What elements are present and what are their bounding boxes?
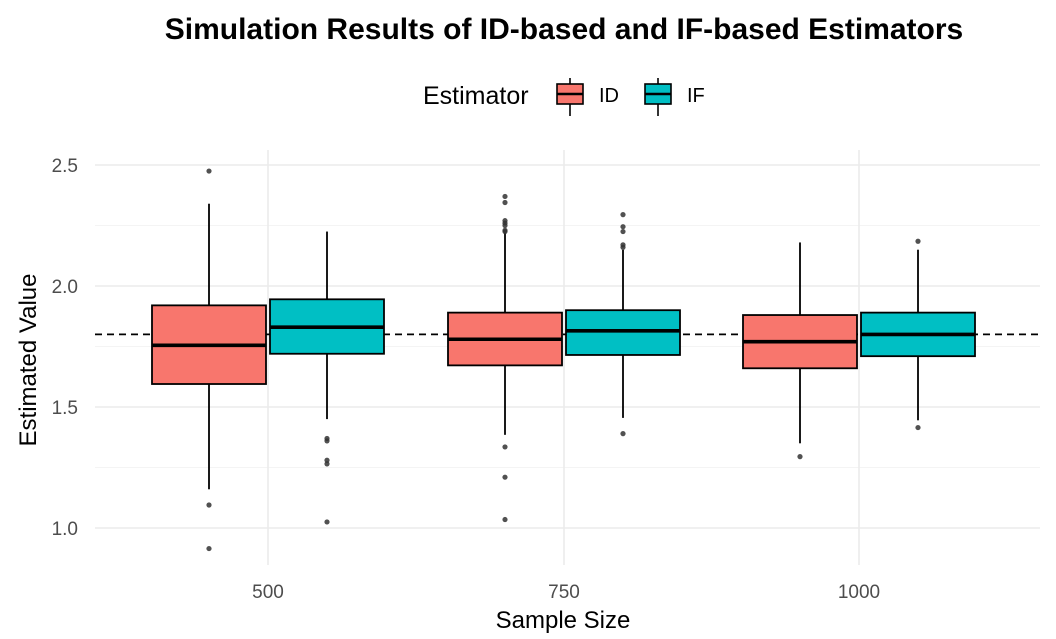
outlier-point [797,454,803,460]
y-axis-title: Estimated Value [15,274,42,447]
chart-title: Simulation Results of ID-based and IF-ba… [165,13,963,46]
legend-title: Estimator [423,82,529,110]
y-tick-label: 2.0 [52,277,78,298]
legend-item-id: ID [556,78,619,116]
x-tick-label: 500 [252,582,284,603]
outlier-point [502,228,508,235]
outlier-point [620,224,626,230]
outlier-point [502,193,508,200]
iqr-box [565,309,681,356]
outlier-point [324,461,330,467]
box-if-500 [269,231,385,525]
box-id-750 [447,193,563,523]
outlier-point [206,168,212,174]
outlier-point [324,519,330,525]
outlier-point [502,516,508,523]
outlier-point [206,545,212,552]
outlier-point [324,438,330,444]
outlier-point [324,457,330,463]
series-id [151,168,858,552]
legend-label: ID [599,85,619,107]
box-if-750 [565,212,681,437]
outlier-point [620,244,626,250]
y-tick-label: 1.0 [52,519,78,540]
outlier-point [915,238,921,244]
outlier-point [915,424,921,431]
outlier-point [502,222,508,229]
box-series [151,168,976,552]
outlier-point [502,199,508,206]
legend-label: IF [687,85,705,107]
y-tick-label: 1.5 [52,398,78,419]
outlier-point [206,502,212,508]
y-axis-ticks: 1.0 1.5 2.0 2.5 [52,156,78,540]
outlier-point [620,431,626,437]
legend-item-if: IF [644,78,705,116]
outlier-point [502,474,508,480]
y-tick-label: 2.5 [52,156,78,177]
legend: Estimator ID IF [423,78,705,116]
x-tick-label: 1000 [838,582,880,603]
x-axis-ticks: 500 750 1000 [252,582,880,603]
series-if [269,212,976,525]
outlier-point [502,444,508,450]
x-tick-label: 750 [548,582,580,603]
box-id-500 [151,168,267,552]
box-id-1000 [742,242,858,460]
x-axis-title: Sample Size [496,607,631,634]
outlier-point [620,228,626,235]
box-if-1000 [860,238,976,431]
outlier-point [620,212,626,218]
